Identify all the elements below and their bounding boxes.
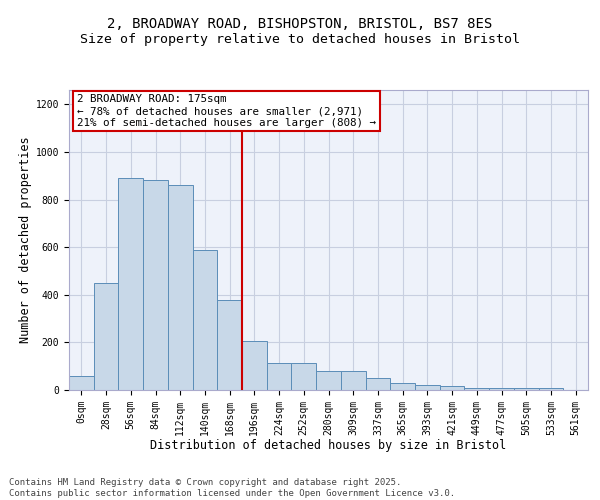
Bar xyxy=(341,371,365,390)
Bar xyxy=(440,386,464,390)
Bar xyxy=(168,185,193,390)
Bar xyxy=(292,362,316,390)
Bar xyxy=(69,376,94,390)
Text: Size of property relative to detached houses in Bristol: Size of property relative to detached ho… xyxy=(80,32,520,46)
Text: 2 BROADWAY ROAD: 175sqm
← 78% of detached houses are smaller (2,971)
21% of semi: 2 BROADWAY ROAD: 175sqm ← 78% of detache… xyxy=(77,94,376,128)
Bar xyxy=(242,341,267,390)
Y-axis label: Number of detached properties: Number of detached properties xyxy=(19,136,32,344)
Bar xyxy=(118,178,143,390)
Bar xyxy=(464,388,489,390)
Bar xyxy=(193,250,217,390)
Bar xyxy=(390,383,415,390)
Bar xyxy=(539,388,563,390)
Bar xyxy=(316,371,341,390)
X-axis label: Distribution of detached houses by size in Bristol: Distribution of detached houses by size … xyxy=(151,439,506,452)
Bar xyxy=(365,378,390,390)
Bar xyxy=(415,385,440,390)
Bar xyxy=(514,388,539,390)
Text: 2, BROADWAY ROAD, BISHOPSTON, BRISTOL, BS7 8ES: 2, BROADWAY ROAD, BISHOPSTON, BRISTOL, B… xyxy=(107,18,493,32)
Bar xyxy=(94,283,118,390)
Bar xyxy=(217,300,242,390)
Text: Contains HM Land Registry data © Crown copyright and database right 2025.
Contai: Contains HM Land Registry data © Crown c… xyxy=(9,478,455,498)
Bar xyxy=(267,362,292,390)
Bar xyxy=(489,388,514,390)
Bar xyxy=(143,180,168,390)
